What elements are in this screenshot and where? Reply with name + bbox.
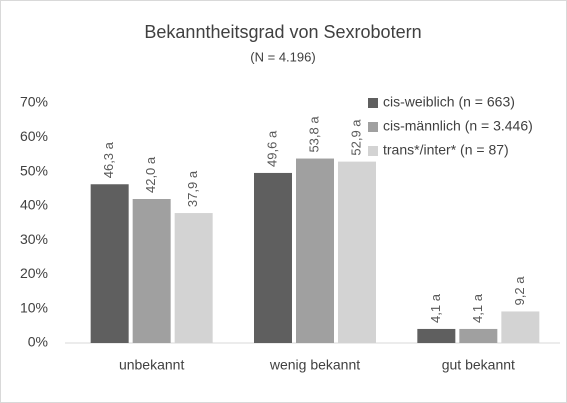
- y-tick-label: 50%: [20, 162, 48, 178]
- legend-label: trans*/inter* (n = 87): [383, 142, 509, 158]
- y-tick-label: 0%: [28, 334, 48, 350]
- data-label: 53,8 a: [306, 116, 321, 153]
- data-label: 52,9 a: [348, 119, 363, 156]
- x-tick-label: unbekannt: [119, 357, 185, 373]
- y-tick-label: 60%: [20, 128, 48, 144]
- data-label: 46,3 a: [101, 141, 116, 178]
- data-label: 42,0 a: [143, 156, 158, 193]
- x-tick-label: gut bekannt: [442, 357, 515, 373]
- bar: [90, 184, 129, 343]
- data-label: 37,9 a: [185, 170, 200, 207]
- bar: [501, 311, 540, 343]
- bar: [174, 213, 213, 343]
- data-label: 4,1 a: [470, 293, 485, 323]
- legend-label: cis-weiblich (n = 663): [383, 94, 515, 110]
- legend-swatch: [368, 98, 378, 108]
- bar: [254, 172, 292, 343]
- y-tick-label: 40%: [20, 197, 48, 213]
- data-label: 9,2 a: [512, 276, 527, 306]
- data-label: 49,6 a: [264, 130, 279, 167]
- y-tick-label: 30%: [20, 231, 48, 247]
- chart-subtitle: (N = 4.196): [250, 49, 315, 64]
- bar: [417, 328, 456, 343]
- y-tick-label: 20%: [20, 265, 48, 281]
- bar: [296, 158, 334, 343]
- bar: [338, 161, 376, 343]
- legend-swatch: [368, 146, 378, 156]
- chart-title: Bekanntheitsgrad von Sexrobotern: [144, 22, 421, 42]
- y-tick-label: 10%: [20, 299, 48, 315]
- y-tick-label: 70%: [20, 94, 48, 110]
- legend-label: cis-männlich (n = 3.446): [383, 118, 533, 134]
- x-tick-label: wenig bekannt: [269, 357, 360, 373]
- bar: [132, 199, 171, 343]
- legend-swatch: [368, 122, 378, 132]
- bar: [459, 328, 498, 343]
- data-label: 4,1 a: [428, 293, 443, 323]
